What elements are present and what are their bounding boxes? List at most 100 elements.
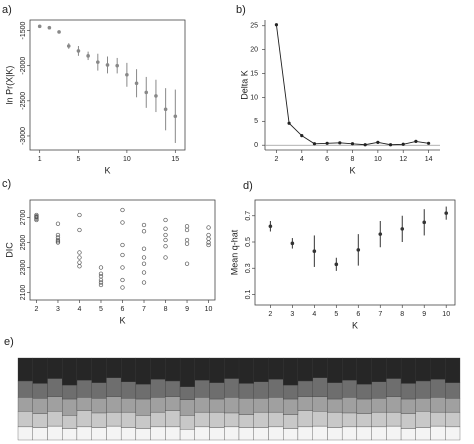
- x-tick-label: 6: [121, 306, 125, 313]
- x-tick-label: 2: [268, 311, 272, 318]
- plot-frame: [29, 199, 216, 301]
- bar-segment: [297, 357, 313, 382]
- point: [98, 282, 104, 288]
- point: [141, 222, 147, 228]
- bar-segment: [253, 427, 269, 441]
- point: [141, 229, 147, 234]
- bar-segment: [253, 398, 269, 413]
- point: [184, 227, 190, 233]
- x-tick-label: 3: [56, 306, 60, 313]
- x-tick-label: 7: [142, 306, 146, 313]
- point: [163, 107, 168, 112]
- bar-segment: [62, 428, 78, 441]
- bar-segment: [371, 381, 387, 399]
- point: [141, 246, 147, 251]
- bar-segment: [150, 379, 166, 398]
- x-tick-label: 4: [78, 306, 82, 313]
- bar-segment: [62, 357, 78, 386]
- y-tick-label: -2500: [20, 92, 27, 110]
- bar-segment: [76, 379, 92, 398]
- bar-segment: [209, 411, 225, 428]
- bar-segment: [47, 411, 63, 427]
- point: [206, 225, 211, 230]
- bar-segment: [430, 397, 446, 413]
- bar-segment: [445, 382, 461, 399]
- bar-segment: [224, 357, 240, 379]
- point: [55, 239, 61, 244]
- x-tick-label: 5: [334, 311, 338, 318]
- point: [184, 241, 190, 246]
- point: [363, 143, 367, 147]
- x-tick-label: 14: [425, 156, 433, 163]
- bar-segment: [297, 380, 313, 397]
- bar-segment: [356, 357, 372, 385]
- point: [163, 244, 168, 249]
- x-tick-label: 1: [38, 156, 42, 163]
- bar-segment: [283, 357, 299, 386]
- bar-segment: [238, 357, 254, 384]
- bar-segment: [32, 357, 48, 384]
- y-tick-label: 20: [250, 46, 258, 53]
- point: [125, 73, 129, 77]
- x-tick-label: 15: [171, 156, 179, 163]
- x-tick-label: 4: [300, 156, 304, 163]
- bar-segment: [165, 396, 181, 411]
- bar-segment: [386, 357, 402, 379]
- point: [154, 94, 158, 98]
- y-axis-label: Mean q-hat: [229, 229, 239, 275]
- point: [98, 280, 104, 285]
- bar-segment: [62, 415, 78, 429]
- bar-segment: [445, 357, 461, 383]
- point: [77, 255, 82, 260]
- x-axis-label: K: [352, 320, 358, 330]
- bar-segment: [209, 382, 225, 400]
- bar-segment: [371, 426, 387, 441]
- x-axis-label: K: [119, 315, 125, 325]
- point: [77, 260, 82, 265]
- bar-segment: [17, 357, 33, 382]
- bar-segment: [297, 426, 313, 441]
- bar-segment: [400, 428, 416, 441]
- bar-segment: [430, 357, 446, 380]
- bar-segment: [17, 411, 33, 428]
- point: [55, 232, 61, 238]
- point: [141, 255, 147, 260]
- point: [57, 30, 61, 34]
- point: [86, 54, 90, 58]
- bar-segment: [400, 357, 416, 384]
- point: [163, 226, 168, 231]
- bar-segment: [32, 383, 48, 399]
- bar-segment: [106, 411, 122, 427]
- point: [120, 220, 125, 225]
- point: [34, 214, 39, 220]
- point: [290, 241, 295, 246]
- bar-segment: [341, 412, 358, 428]
- y-tick-label: -1500: [20, 21, 27, 39]
- panel-label: e): [4, 336, 14, 348]
- bar-segment: [91, 382, 107, 399]
- point: [98, 277, 104, 283]
- panel-label: c): [2, 178, 11, 190]
- point: [356, 248, 361, 252]
- line: [275, 24, 429, 146]
- bar-segment: [253, 357, 269, 382]
- bar-segment: [356, 398, 372, 414]
- bar-segment: [415, 411, 431, 428]
- panel-label: a): [2, 4, 12, 16]
- bar-segment: [224, 412, 240, 428]
- bar-segment: [327, 357, 343, 383]
- bar-segment: [150, 411, 166, 428]
- point: [163, 237, 168, 243]
- point: [184, 237, 190, 243]
- plot-frame: [254, 199, 456, 306]
- bar-segment: [268, 411, 284, 428]
- point: [350, 142, 355, 146]
- bar-segment: [62, 398, 78, 416]
- bar-segment: [76, 410, 92, 428]
- y-tick-label: 0: [254, 142, 258, 149]
- x-tick-label: 10: [123, 156, 131, 163]
- bar-segment: [400, 398, 416, 414]
- bar-segment: [62, 384, 78, 400]
- y-tick-label: 2700: [20, 210, 27, 226]
- x-tick-label: 8: [400, 311, 404, 318]
